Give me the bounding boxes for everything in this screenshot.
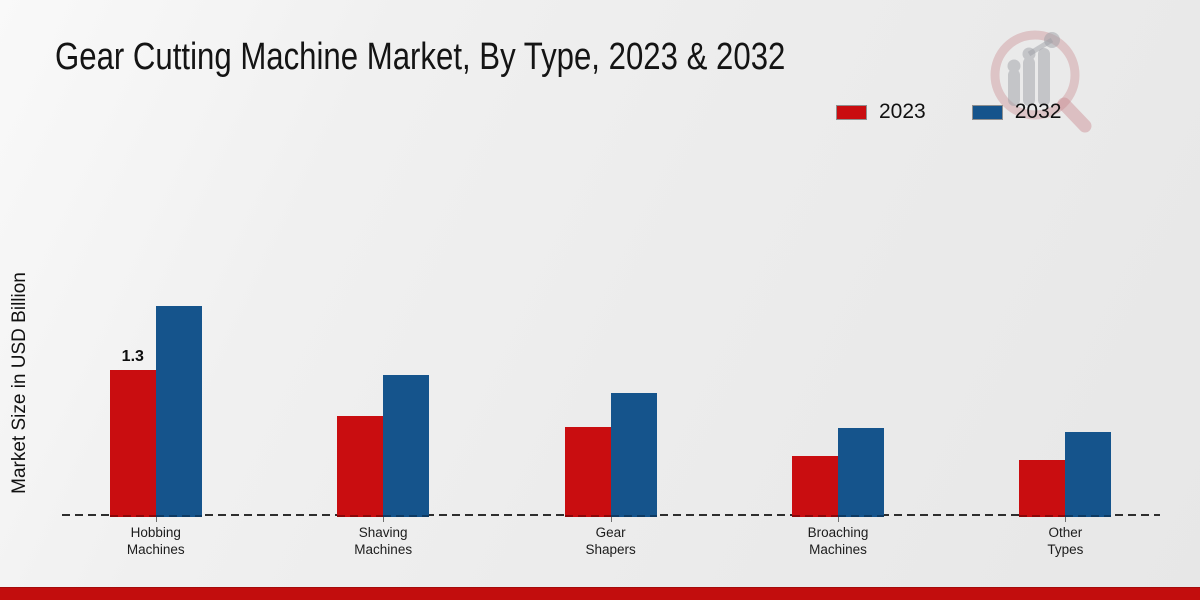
category-label-gear-shapers: Gear Shapers (585, 525, 636, 557)
bar-bottom-dash (792, 515, 838, 517)
bar-2032-gear-shapers (610, 393, 657, 517)
bottom-accent-bar (0, 587, 1200, 600)
bar-bottom-dash (109, 515, 156, 517)
bar-2032-other-types (1065, 432, 1112, 517)
legend-label: 2032 (1014, 100, 1062, 123)
bar-bottom-dash (155, 515, 202, 517)
chart-title: Gear Cutting Machine Market, By Type, 20… (55, 36, 786, 78)
legend-label: 2023 (879, 100, 926, 123)
bar-bottom-dash (610, 515, 657, 517)
bar-2032-shaving-machines (383, 375, 430, 517)
legend-swatch-2023 (836, 104, 867, 120)
bar-2023-gear-shapers (564, 427, 611, 517)
bar-2023-other-types (1019, 460, 1066, 517)
bar-bottom-dash (383, 515, 430, 517)
x-axis-tick (1065, 516, 1067, 522)
legend-swatch-2032 (971, 104, 1003, 120)
legend-item-2023: 2023 (836, 100, 926, 124)
x-axis-tick (383, 516, 385, 522)
category-label-other-types: Other Types (1047, 525, 1084, 557)
category-label-shaving-machines: Shaving Machines (354, 525, 413, 557)
x-axis-tick (838, 516, 839, 522)
bar-2032-hobbing-machines (155, 306, 202, 517)
bar-2023-broaching-machines (792, 456, 838, 517)
category-label-hobbing-machines: Hobbing Machines (126, 525, 185, 557)
bar-bottom-dash (1065, 515, 1112, 517)
bar-2023-shaving-machines (337, 416, 384, 517)
category-label-broaching-machines: Broaching Machines (807, 525, 869, 557)
bar-bottom-dash (564, 515, 611, 517)
bar-bottom-dash (838, 515, 884, 517)
bar-value-label: 1.3 (121, 348, 144, 365)
legend: 2023 2032 (836, 100, 1061, 124)
legend-item-2032: 2032 (971, 100, 1062, 124)
bar-bottom-dash (1019, 515, 1066, 517)
bar-2032-broaching-machines (838, 428, 884, 517)
x-axis-tick (610, 516, 612, 522)
bar-2023-hobbing-machines (109, 370, 156, 517)
magnifier-growth-chart-logo-icon (990, 30, 1092, 133)
x-axis-tick (155, 516, 157, 522)
bar-bottom-dash (337, 515, 384, 517)
